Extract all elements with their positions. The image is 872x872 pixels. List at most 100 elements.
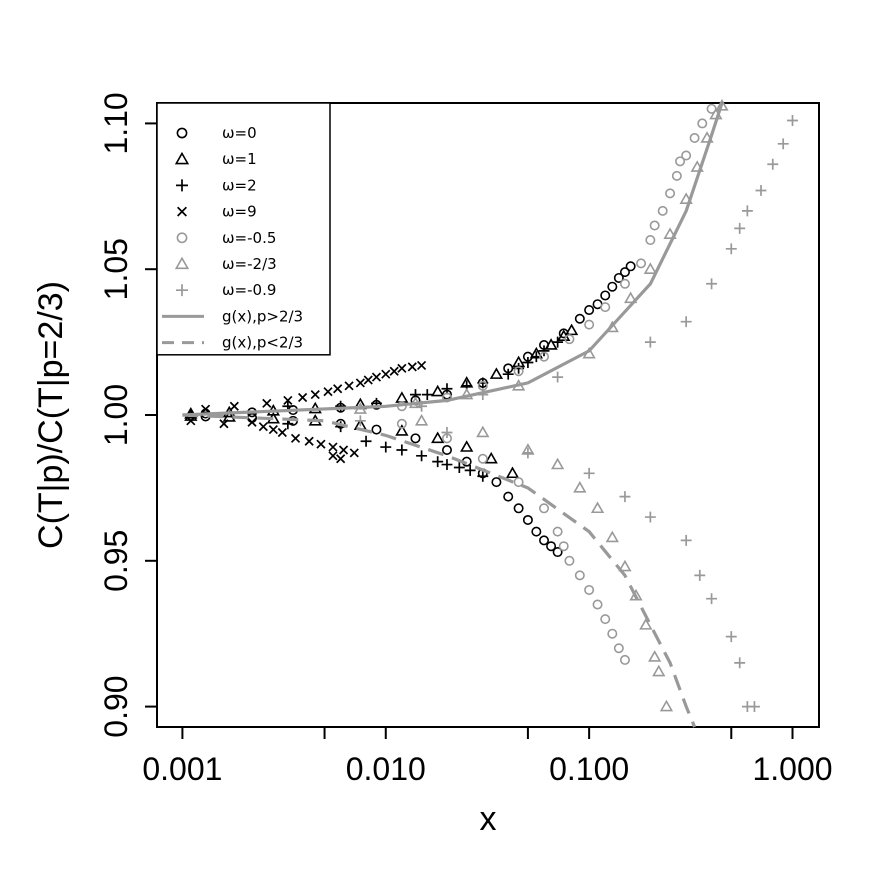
point-s5-20 (605, 530, 619, 543)
point-s5-6 (624, 291, 638, 304)
x-tick-label-3: 1.000 (752, 751, 832, 787)
point-s4-17 (689, 132, 700, 143)
point-s6-24 (734, 657, 746, 669)
point-s0-26 (441, 444, 452, 455)
point-s5-14 (414, 413, 429, 426)
point-s5-25 (652, 664, 666, 677)
point-s0-13 (584, 305, 595, 316)
legend-label-1: ω=1 (222, 150, 257, 168)
point-s5-2 (460, 387, 474, 400)
point-s3-10 (304, 436, 314, 446)
point-s5-17 (551, 457, 565, 470)
point-s4-20 (396, 418, 407, 429)
point-s6-21 (694, 569, 706, 581)
series-8 (182, 413, 697, 728)
point-s4-34 (619, 654, 630, 665)
point-s3-15 (333, 384, 343, 394)
series-5 (353, 99, 729, 712)
point-s3-24 (397, 363, 407, 373)
point-s0-36 (552, 547, 563, 558)
point-s3-18 (349, 448, 359, 458)
point-s6-16 (522, 447, 534, 459)
x-axis-title: x (480, 800, 497, 838)
legend: ω=0 ω=1 ω=2 ω=9 ω=-0.5 ω=-2/3 ω=-0.9 g(x),p>2/3… (156, 102, 331, 356)
point-s0-31 (513, 503, 524, 514)
point-s0-25 (410, 433, 421, 444)
point-s6-8 (734, 222, 746, 234)
point-s5-26 (659, 699, 674, 712)
point-s3-1 (200, 404, 211, 414)
legend-key-0 (176, 127, 188, 139)
point-s3-9 (298, 392, 308, 403)
y-axis-title: C(T|p)/C(T|p=2/3) (32, 281, 70, 549)
point-s5-18 (573, 481, 587, 493)
point-s3-12 (316, 439, 326, 449)
point-s2-24 (477, 470, 489, 482)
point-s3-4 (247, 417, 257, 427)
point-s4-25 (552, 526, 563, 537)
point-s2-17 (380, 441, 392, 453)
point-s4-28 (574, 570, 585, 581)
point-s6-22 (706, 593, 718, 605)
legend-label-5: ω=-2/3 (222, 255, 277, 273)
point-s6-10 (755, 185, 767, 196)
point-s3-16 (338, 445, 349, 455)
point-s4-24 (539, 503, 550, 514)
series-4 (396, 103, 717, 665)
point-s4-13 (665, 188, 676, 199)
y-tick-label-4: 1.10 (98, 92, 134, 154)
y-tick-label-1: 0.95 (98, 530, 134, 592)
point-s4-33 (613, 643, 624, 654)
point-s6-18 (619, 491, 631, 503)
point-s6-6 (706, 278, 718, 290)
point-s0-21 (247, 412, 258, 423)
point-s3-2 (219, 419, 229, 429)
point-s6-23 (725, 631, 737, 643)
point-s4-4 (539, 351, 550, 362)
y-tick-label-0: 0.90 (98, 675, 134, 737)
point-s3-28 (336, 454, 346, 464)
x-tick-label-2: 0.100 (549, 751, 629, 787)
point-s1-23 (505, 466, 520, 479)
point-s2-16 (360, 435, 372, 447)
point-s0-29 (491, 477, 502, 488)
point-s3-8 (290, 433, 301, 443)
legend-label-7: g(x),p>2/3 (222, 307, 303, 325)
point-s0-16 (607, 281, 618, 292)
point-s0-32 (522, 514, 533, 525)
legend-label-0: ω=0 (222, 124, 257, 142)
point-s2-19 (416, 450, 428, 462)
point-s5-23 (639, 618, 653, 630)
point-s5-24 (648, 650, 662, 662)
point-s6-3 (552, 371, 564, 383)
point-s3-22 (381, 369, 391, 379)
point-s5-19 (590, 501, 605, 514)
point-s0-18 (619, 267, 630, 278)
point-s1-19 (395, 424, 409, 436)
point-s4-11 (649, 220, 660, 231)
series-line-8 (182, 413, 697, 728)
point-s3-6 (277, 427, 287, 438)
point-s0-35 (546, 541, 557, 552)
y-tick-label-3: 1.05 (98, 238, 134, 300)
series-3 (186, 360, 427, 464)
point-s1-15 (222, 410, 236, 422)
point-s6-14 (354, 415, 366, 427)
point-s6-26 (748, 701, 760, 713)
x-tick-label-0: 0.001 (142, 751, 222, 787)
legend-key-3 (177, 206, 187, 217)
point-s4-30 (592, 599, 603, 610)
point-s6-9 (741, 205, 753, 217)
point-s3-14 (328, 442, 338, 452)
point-s4-7 (600, 302, 611, 313)
point-s2-22 (453, 462, 465, 473)
data-layer (182, 99, 798, 728)
y-tick-label-2: 1.00 (98, 384, 134, 446)
legend-label-6: ω=-0.9 (222, 281, 276, 299)
point-s0-11 (558, 328, 569, 339)
point-s1-6 (431, 384, 445, 397)
point-s0-34 (539, 535, 550, 546)
point-s3-21 (371, 372, 382, 382)
point-s6-13 (787, 115, 798, 126)
